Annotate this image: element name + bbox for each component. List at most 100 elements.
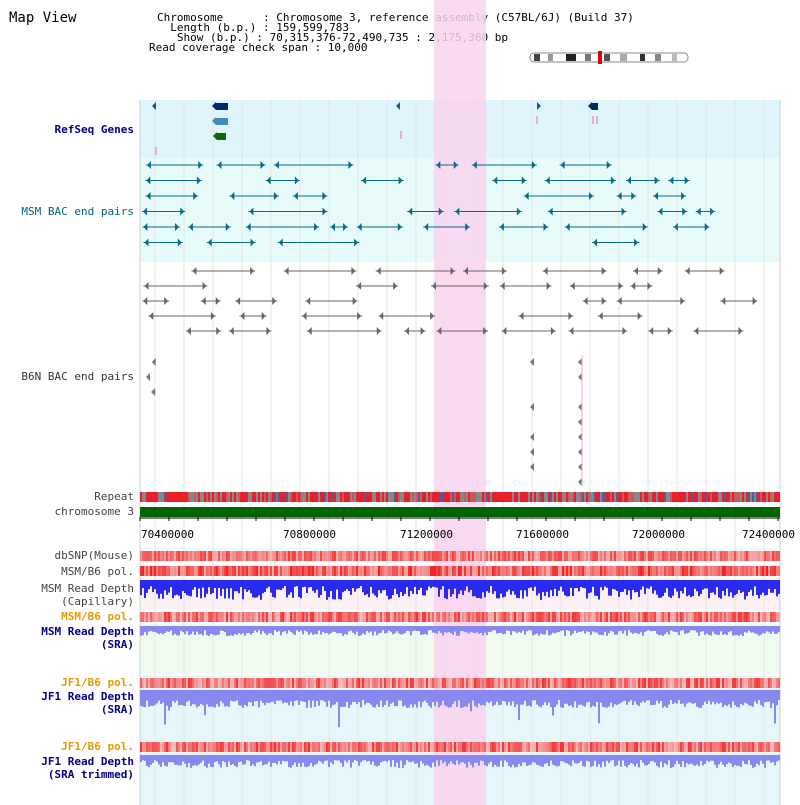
polymorphism-strip [636,551,638,561]
feature-arrow [578,463,582,471]
read-depth-bar [182,580,184,591]
read-depth-bar [406,755,408,761]
read-depth-bar [624,580,626,590]
read-depth-bar [496,690,498,702]
polymorphism-strip [340,612,342,622]
read-depth-bar [682,626,684,631]
read-depth-bar [416,690,418,708]
track-label-msm-b6-pol-1[interactable]: MSM/B6 pol. [61,565,134,578]
read-depth-bar [494,690,496,705]
polymorphism-strip [730,551,732,561]
polymorphism-strip [646,551,648,561]
polymorphism-strip [364,612,366,622]
read-depth-bar [304,626,306,631]
polymorphism-strip [266,551,268,561]
read-depth-bar [380,690,382,701]
read-depth-bar [330,755,332,763]
polymorphism-strip [562,551,564,561]
track-label-b6n-bac[interactable]: B6N BAC end pairs [21,370,134,383]
repeat-segment [146,492,148,502]
read-depth-bar [256,690,258,701]
polymorphism-strip [504,612,506,622]
polymorphism-strip [382,566,384,576]
polymorphism-strip [244,566,246,576]
feature-arrow [330,223,335,231]
read-depth-bar [234,690,236,702]
polymorphism-strip [720,742,722,752]
polymorphism-strip [688,678,690,688]
polymorphism-strip [738,566,740,576]
polymorphism-strip [312,742,314,752]
polymorphism-strip [284,742,286,752]
read-depth-bar [752,755,754,768]
read-depth-bar [404,626,406,633]
read-depth-bar [732,580,734,598]
track-label-jf1-b6-pol-2[interactable]: JF1/B6 pol. [61,740,134,753]
track-label-refseq[interactable]: RefSeq Genes [54,123,134,136]
polymorphism-strip [558,566,560,576]
polymorphism-strip [380,566,382,576]
read-depth-bar [458,580,460,594]
read-depth-bar [768,580,770,589]
read-depth-bar [710,626,712,636]
repeat-segment [392,492,394,502]
read-depth-bar [260,755,262,761]
track-label-jf1-depth-sra[interactable]: JF1 Read Depth [41,690,134,703]
polymorphism-strip [696,551,698,561]
polymorphism-strip [314,566,316,576]
read-depth-bar [582,626,584,631]
track-label-msm-depth-capillary[interactable]: MSM Read Depth [41,582,134,595]
track-label-dbsnp[interactable]: dbSNP(Mouse) [54,549,134,562]
polymorphism-strip [340,678,342,688]
read-depth-bar [416,626,418,632]
feature-arrow [246,223,251,231]
polymorphism-strip [150,551,152,561]
repeat-segment [614,492,616,502]
polymorphism-strip [630,551,632,561]
polymorphism-strip [462,566,464,576]
repeat-segment [172,492,174,502]
read-depth-bar [592,580,594,587]
track-label-repeat[interactable]: Repeat [94,490,134,503]
polymorphism-strip [476,566,478,576]
track-label-msm-bac[interactable]: MSM BAC end pairs [21,205,134,218]
polymorphism-strip [226,612,228,622]
read-depth-bar [322,626,324,632]
read-depth-bar [376,580,378,598]
polymorphism-strip [618,566,620,576]
feature-arrow [408,207,413,216]
track-label-msm-depth-sra[interactable]: MSM Read Depth [41,625,134,638]
track-label-msm-b6-pol-2[interactable]: MSM/B6 pol. [61,610,134,623]
polymorphism-strip [624,551,626,561]
polymorphism-strip [542,678,544,688]
polymorphism-strip [634,678,636,688]
polymorphism-strip [760,612,762,622]
polymorphism-strip [242,566,244,576]
polymorphism-strip [584,742,586,752]
read-depth-bar [388,755,390,761]
info-length: Length (b.p.) : 159,599,783 [157,21,350,34]
read-depth-bar [242,690,244,708]
read-depth-bar [176,755,178,765]
track-label-jf1-b6-pol-1[interactable]: JF1/B6 pol. [61,676,134,689]
read-depth-bar [552,626,554,633]
read-depth-bar [324,580,326,591]
read-depth-bar [480,626,482,633]
read-depth-bar [276,626,278,632]
track-label-jf1-depth-trimmed[interactable]: JF1 Read Depth [41,755,134,768]
read-depth-bar [312,626,314,635]
repeat-segment [180,492,182,502]
polymorphism-strip [410,566,412,576]
polymorphism-strip [772,551,774,561]
polymorphism-strip [612,678,614,688]
read-depth-bar [202,690,204,706]
polymorphism-strip [524,612,526,622]
polymorphism-strip [654,566,656,576]
polymorphism-strip [442,566,444,576]
read-depth-bar [478,690,480,704]
read-depth-bar [380,755,382,763]
polymorphism-strip [762,678,764,688]
read-depth-bar [698,580,700,597]
read-depth-bar [578,580,580,592]
